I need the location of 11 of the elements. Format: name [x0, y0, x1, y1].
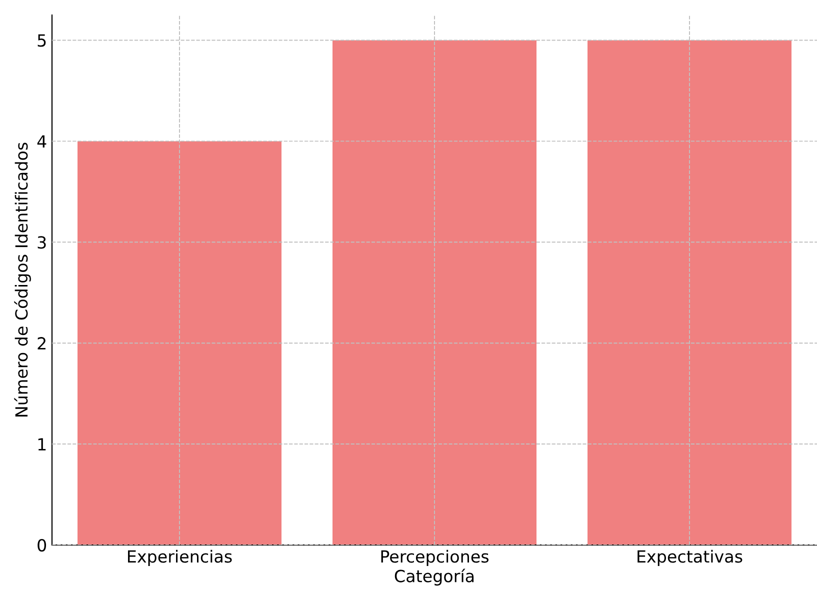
x-tick-label: Expectativas — [638, 550, 742, 566]
y-axis-title: Número de Códigos Identificados — [14, 142, 31, 416]
y-tick-label: 3 — [38, 236, 46, 249]
y-tick-label: 1 — [38, 438, 46, 450]
y-tick-label: 4 — [37, 135, 46, 148]
y-tick-label: 0 — [38, 538, 46, 552]
y-tick-label: 5 — [38, 34, 46, 47]
x-axis-title: Categoría — [394, 568, 474, 586]
x-tick-label: Percepciones — [381, 550, 489, 566]
x-tick-label: Experiencias — [128, 550, 232, 566]
y-tick-label: 2 — [38, 337, 46, 350]
